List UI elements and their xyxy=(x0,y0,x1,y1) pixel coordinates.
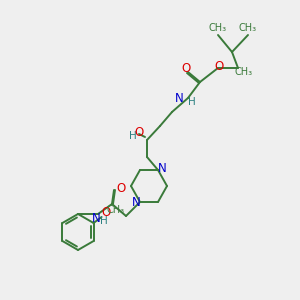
Text: CH₃: CH₃ xyxy=(239,23,257,33)
Text: O: O xyxy=(134,127,144,140)
Text: CH₃: CH₃ xyxy=(235,67,253,77)
Text: N: N xyxy=(132,196,140,209)
Text: N: N xyxy=(175,92,184,106)
Text: O: O xyxy=(101,206,110,220)
Text: O: O xyxy=(182,62,190,76)
Text: O: O xyxy=(214,61,224,74)
Text: H: H xyxy=(129,131,137,141)
Text: H: H xyxy=(188,97,196,107)
Text: O: O xyxy=(116,182,126,196)
Text: H: H xyxy=(100,216,108,226)
Text: N: N xyxy=(158,163,166,176)
Text: CH₃: CH₃ xyxy=(209,23,227,33)
Text: N: N xyxy=(92,212,100,224)
Text: CH₃: CH₃ xyxy=(106,205,125,215)
